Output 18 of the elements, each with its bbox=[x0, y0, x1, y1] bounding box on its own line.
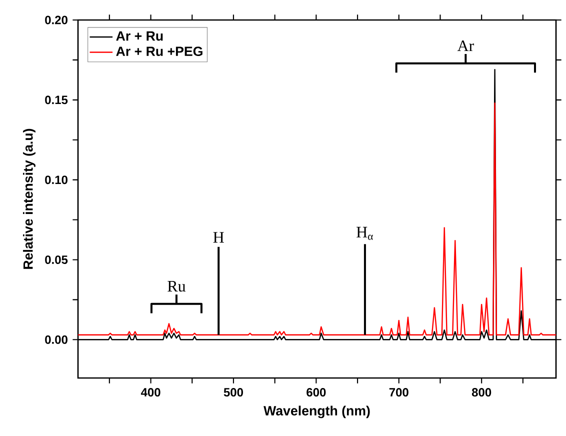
x-tick-label: 600 bbox=[306, 388, 326, 397]
y-tick-label: 0.10 bbox=[45, 176, 68, 184]
y-tick-label: 0.15 bbox=[45, 96, 68, 104]
x-tick-label: 700 bbox=[389, 388, 408, 397]
y-axis-title: Relative intensity (a.u) bbox=[23, 128, 36, 269]
annotation: H$_{α}$ bbox=[356, 226, 373, 240]
annotation: Ar bbox=[457, 40, 474, 52]
legend-label: Ar + Ru bbox=[116, 31, 163, 41]
annotation: Ru bbox=[168, 280, 186, 292]
annotation: H bbox=[213, 232, 224, 243]
x-tick-label: 800 bbox=[472, 388, 492, 397]
y-tick-label: 0.00 bbox=[45, 335, 68, 344]
legend-label: Ar + Ru +PEG bbox=[116, 46, 202, 56]
x-tick-label: 400 bbox=[140, 388, 160, 397]
x-tick-label: 500 bbox=[224, 388, 243, 397]
y-tick-label: 0.20 bbox=[45, 16, 68, 24]
x-axis-title: Wavelength (nm) bbox=[264, 406, 370, 418]
y-tick-label: 0.05 bbox=[45, 255, 68, 264]
